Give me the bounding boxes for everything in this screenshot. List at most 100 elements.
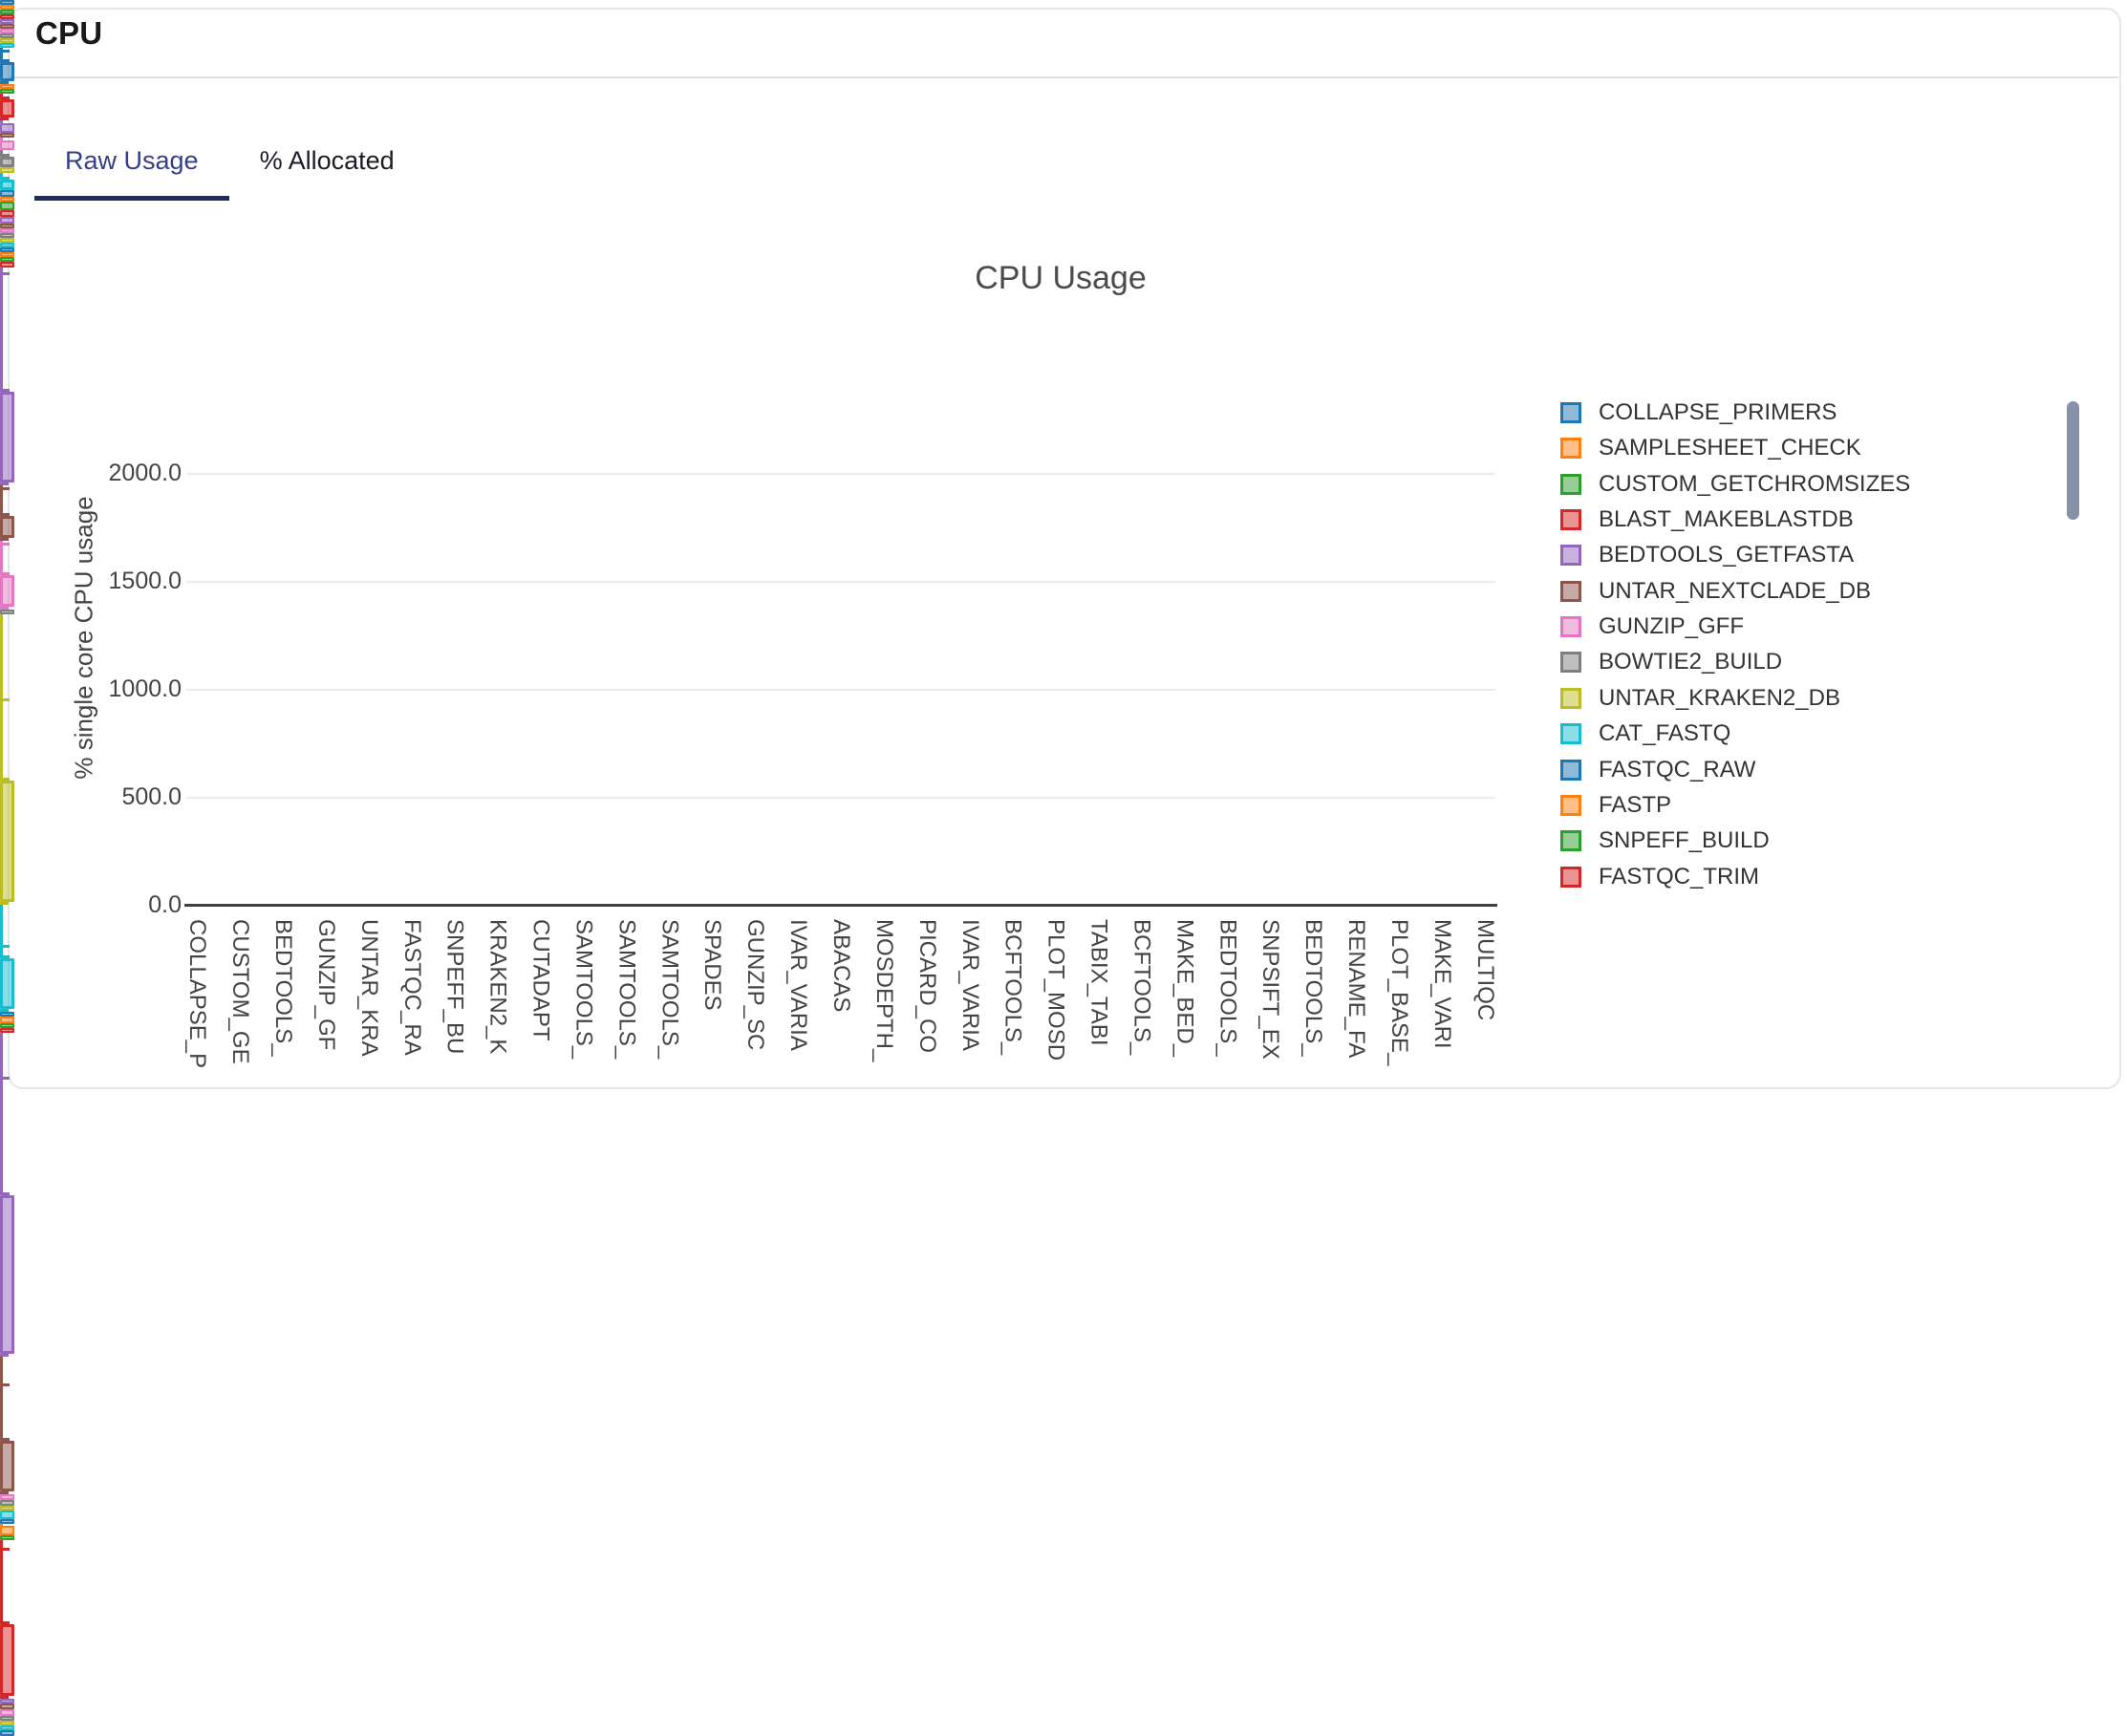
whisker-cap-lower <box>0 96 10 99</box>
legend-item-cat-fastq[interactable]: CAT_FASTQ <box>1560 718 1730 749</box>
x-tick-label: CUSTOM_GE <box>227 919 254 1064</box>
legend-swatch <box>1560 866 1581 888</box>
whisker-cap-lower <box>0 59 10 63</box>
legend-item-fastqc-raw[interactable]: FASTQC_RAW <box>1560 755 1755 785</box>
cpu-card <box>8 8 2121 1089</box>
x-tick-label: KRAKEN2_K <box>484 919 511 1055</box>
box-series-47 <box>0 1494 14 1500</box>
x-tick-label: GUNZIP_SC <box>742 919 769 1051</box>
legend-item-untar-nextclade-db[interactable]: UNTAR_NEXTCLADE_DB <box>1560 576 1871 607</box>
whisker-cap-upper <box>0 697 10 701</box>
y-tick-label: 1000.0 <box>108 675 182 702</box>
box-series-45 <box>0 1195 14 1355</box>
x-tick-label: PLOT_MOSD <box>1042 919 1069 1061</box>
legend-swatch <box>1560 759 1581 781</box>
legend-scrollbar-thumb[interactable] <box>2067 401 2079 520</box>
legend-label: CAT_FASTQ <box>1599 720 1731 747</box>
x-tick-label: ABACAS <box>828 919 854 1013</box>
box-median <box>0 1009 9 1013</box>
whisker-upper <box>0 173 3 175</box>
box-series-5 <box>0 19 14 24</box>
legend-label: COLLAPSE_PRIMERS <box>1599 399 1837 425</box>
whisker-lower <box>0 948 3 956</box>
whisker-lower <box>0 1079 3 1193</box>
legend-label: SNPEFF_BUILD <box>1599 827 1770 854</box>
x-tick-label: SAMTOOLS_ <box>570 919 597 1060</box>
box-series-43 <box>0 1023 14 1029</box>
whisker-upper <box>0 613 3 698</box>
legend-item-fastqc-trim[interactable]: FASTQC_TRIM <box>1560 862 1759 892</box>
y-tick-label: 2000.0 <box>108 460 182 486</box>
whisker-lower <box>0 545 3 572</box>
box-series-13 <box>0 88 14 94</box>
tab-percent-allocated-label: % Allocated <box>259 146 395 175</box>
whisker-upper <box>0 904 3 946</box>
legend-swatch <box>1560 723 1581 745</box>
box-series-3 <box>0 10 14 14</box>
legend-item-blast-makeblastdb[interactable]: BLAST_MAKEBLASTDB <box>1560 504 1854 535</box>
legend-item-snpeff-build[interactable]: SNPEFF_BUILD <box>1560 825 1770 856</box>
box-series-41 <box>0 1012 14 1018</box>
box-series-61 <box>0 1730 14 1736</box>
box-median <box>0 901 9 905</box>
legend-label: SAMPLESHEET_CHECK <box>1599 435 1861 461</box>
box-series-50 <box>0 1510 14 1519</box>
box-series-42 <box>0 1017 14 1024</box>
legend-swatch <box>1560 402 1581 423</box>
box-series-19 <box>0 167 14 174</box>
box-series-17 <box>0 140 14 151</box>
whisker-cap-upper <box>0 945 10 949</box>
x-tick-label: BCFTOOLS_ <box>999 919 1026 1056</box>
whisker-upper <box>0 1357 3 1384</box>
legend-swatch <box>1560 830 1581 852</box>
box-series-56 <box>0 1703 14 1709</box>
x-tick-label: CUTADAPT <box>527 919 554 1041</box>
legend-label: FASTQC_RAW <box>1599 756 1756 782</box>
legend-label: UNTAR_NEXTCLADE_DB <box>1599 577 1871 604</box>
legend-item-untar-kraken2-db[interactable]: UNTAR_KRAKEN2_DB <box>1560 683 1840 714</box>
legend-item-fastp[interactable]: FASTP <box>1560 790 1671 821</box>
card-header-divider <box>9 76 2118 78</box>
box-series-14 <box>0 98 14 118</box>
x-tick-label: SNPEFF_BU <box>441 919 468 1055</box>
whisker-cap-lower <box>0 571 10 575</box>
box-series-22 <box>0 197 14 203</box>
gridline-1000.0 <box>186 689 1495 691</box>
legend-swatch <box>1560 545 1581 567</box>
legend-item-gunzip-gff[interactable]: GUNZIP_GFF <box>1560 611 1744 642</box>
x-tick-label: BEDTOOLS_ <box>1300 919 1327 1057</box>
tab-raw-usage[interactable]: Raw Usage <box>34 126 229 201</box>
box-series-25 <box>0 216 14 224</box>
legend-item-collapse-primers[interactable]: COLLAPSE_PRIMERS <box>1560 397 1837 428</box>
legend-item-bedtools-getfasta[interactable]: BEDTOOLS_GETFASTA <box>1560 540 1854 570</box>
x-tick-label: MAKE_VARI <box>1429 919 1455 1049</box>
legend-swatch <box>1560 509 1581 531</box>
tab-raw-usage-label: Raw Usage <box>65 146 199 175</box>
legend-swatch <box>1560 794 1581 816</box>
legend-item-samplesheet-check[interactable]: SAMPLESHEET_CHECK <box>1560 433 1861 463</box>
x-axis-line <box>184 904 1497 907</box>
legend-item-bowtie2-build[interactable]: BOWTIE2_BUILD <box>1560 647 1782 677</box>
tab-percent-allocated[interactable]: % Allocated <box>229 126 425 201</box>
x-tick-label: BEDTOOLS_ <box>270 919 297 1057</box>
whisker-lower <box>0 53 3 60</box>
box-series-26 <box>0 223 14 228</box>
whisker-upper <box>0 138 3 139</box>
x-tick-label: PICARD_CO <box>913 919 940 1054</box>
gridline-500.0 <box>186 797 1495 799</box>
box-series-9 <box>0 38 14 43</box>
whisker-lower <box>0 1550 3 1622</box>
x-tick-label: GUNZIP_GF <box>312 919 339 1051</box>
box-series-48 <box>0 1499 14 1506</box>
legend-swatch <box>1560 616 1581 638</box>
x-tick-label: RENAME_FA <box>1343 919 1370 1059</box>
x-tick-label: FASTQC_RA <box>398 919 425 1056</box>
whisker-lower <box>0 174 3 178</box>
whisker-cap-lower <box>0 955 10 959</box>
legend-item-custom-getchromsizes[interactable]: CUSTOM_GETCHROMSIZES <box>1560 469 1910 500</box>
x-tick-label: BEDTOOLS_ <box>1214 919 1241 1057</box>
legend-label: CUSTOM_GETCHROMSIZES <box>1599 470 1911 497</box>
box-series-23 <box>0 202 14 210</box>
whisker-cap-lower <box>0 177 10 181</box>
x-tick-label: MULTIQC <box>1472 919 1498 1021</box>
